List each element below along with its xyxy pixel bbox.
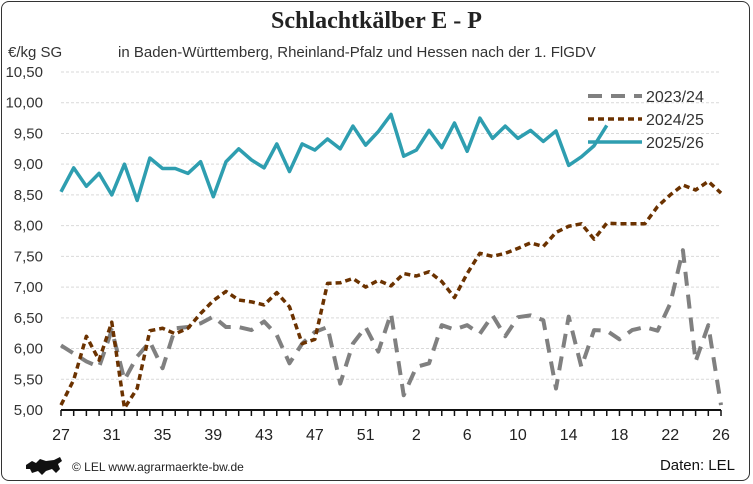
x-tick-label: 31: [103, 427, 121, 444]
y-tick-label: 5,50: [14, 371, 43, 388]
y-tick-label: 8,00: [14, 218, 43, 235]
y-tick-label: 6,00: [14, 341, 43, 358]
y-tick-label: 6,50: [14, 310, 43, 327]
x-tick-label: 14: [560, 427, 578, 444]
y-tick-label: 10,50: [5, 64, 43, 81]
x-tick-label: 35: [154, 427, 172, 444]
series-line-2025-26: [59, 112, 609, 203]
y-tick-label: 9,50: [14, 125, 43, 142]
legend-label: 2024/25: [646, 112, 704, 129]
x-tick-label: 27: [52, 427, 70, 444]
y-tick-label: 7,00: [14, 279, 43, 296]
chart-subtitle: in Baden-Württemberg, Rheinland-Pfalz un…: [118, 44, 596, 61]
x-tick-label: 10: [509, 427, 527, 444]
y-axis-label: €/kg SG: [8, 44, 63, 61]
y-tick-label: 5,00: [14, 402, 43, 419]
x-tick-label: 2: [412, 427, 421, 444]
x-tick-label: 39: [204, 427, 222, 444]
legend-label: 2025/26: [646, 135, 704, 152]
x-tick-label: 18: [611, 427, 629, 444]
y-tick-label: 9,00: [14, 156, 43, 173]
series-line-2024-25: [59, 179, 723, 410]
x-tick-label: 22: [661, 427, 679, 444]
legend-label: 2023/24: [646, 89, 704, 106]
copyright-text: © LEL www.agrarmaerkte-bw.de: [72, 460, 244, 474]
y-tick-label: 8,50: [14, 187, 43, 204]
lion-icon: [26, 457, 62, 475]
x-tick-label: 43: [255, 427, 273, 444]
series-line-2023-24: [59, 248, 723, 406]
x-tick-label: 51: [357, 427, 375, 444]
x-tick-label: 6: [463, 427, 472, 444]
x-tick-label: 47: [306, 427, 324, 444]
data-source: Daten: LEL: [659, 457, 735, 474]
y-tick-label: 7,50: [14, 248, 43, 265]
y-tick-label: 10,00: [5, 95, 43, 112]
chart-title: Schlachtkälber E - P: [271, 8, 482, 34]
x-tick-label: 26: [712, 427, 730, 444]
